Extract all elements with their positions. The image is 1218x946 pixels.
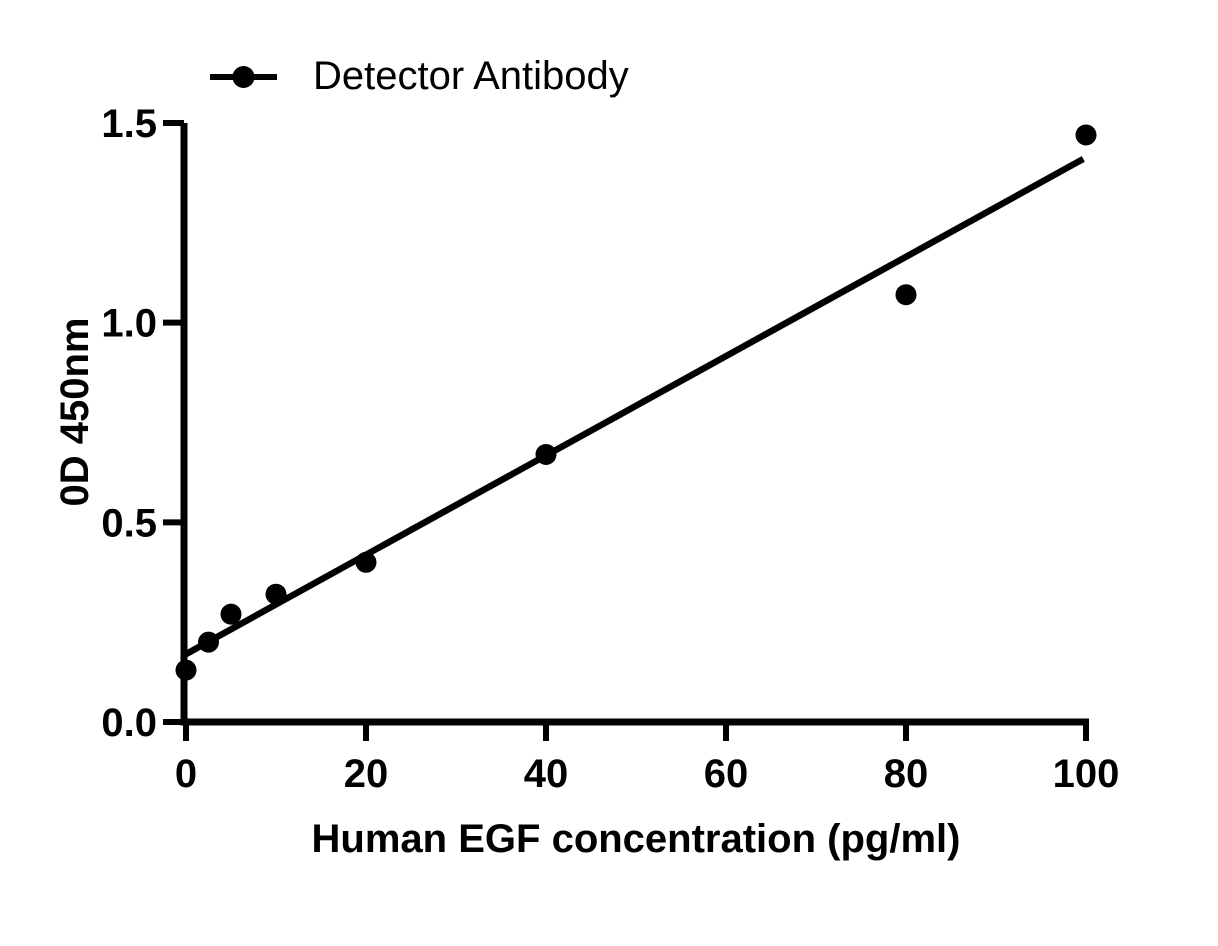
y-tick-label: 0.0 (101, 701, 157, 745)
x-tick-label: 20 (344, 752, 389, 796)
data-point (265, 583, 287, 605)
x-tick-label: 40 (524, 752, 569, 796)
x-axis-title: Human EGF concentration (pg/ml) (312, 817, 961, 861)
x-tick-label: 60 (704, 752, 749, 796)
data-point (220, 603, 242, 625)
data-point (198, 631, 219, 653)
data-point (175, 659, 197, 681)
axes: 0 20 40 60 80 100 0.0 0.5 1.0 1.5 (101, 102, 1119, 796)
data-point (535, 443, 557, 465)
y-tick-label: 1.0 (101, 302, 157, 346)
y-tick-label: 1.5 (101, 102, 157, 146)
trend-line (184, 156, 1085, 657)
x-tick-label: 100 (1053, 752, 1120, 796)
y-tick-label: 0.5 (101, 501, 157, 545)
legend-marker-icon (232, 66, 255, 88)
legend: Detector Antibody (210, 54, 629, 98)
x-tick-label: 0 (175, 752, 197, 796)
legend-label: Detector Antibody (313, 54, 629, 98)
data-point (355, 551, 377, 573)
data-point (895, 284, 917, 306)
y-axis-title: 0D 450nm (53, 318, 97, 507)
data-point (1075, 124, 1097, 146)
x-tick-label: 80 (884, 752, 929, 796)
plot-series (175, 124, 1097, 681)
